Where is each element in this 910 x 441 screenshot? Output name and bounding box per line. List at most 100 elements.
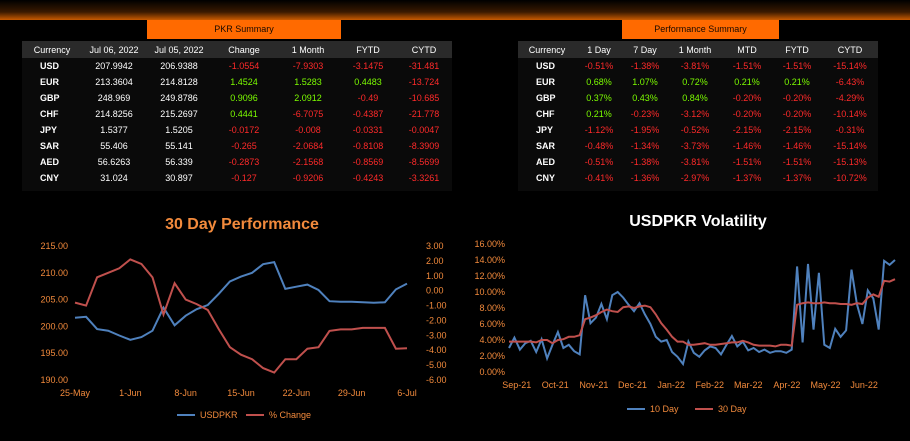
- x-tick-label: Mar-22: [734, 380, 763, 390]
- table-cell: -2.0684: [292, 141, 324, 151]
- y-right-tick-label: -1.00: [426, 301, 447, 311]
- currency-code: CHF: [40, 109, 59, 119]
- table-cell: 249.8786: [160, 93, 198, 103]
- table-cell: 214.8256: [95, 109, 133, 119]
- table-cell: -0.49: [357, 93, 379, 103]
- table-cell: -3.3261: [408, 173, 440, 183]
- table-cell: 0.21%: [784, 77, 810, 87]
- column-header: FYTD: [356, 44, 380, 55]
- table-row: USD 207.9942 206.9388 -1.0554 -7.9303 -3.1475…: [22, 58, 452, 74]
- table-cell: -0.51%: [584, 157, 614, 167]
- table-cell: -6.43%: [835, 77, 865, 87]
- y-tick-label: 10.00%: [474, 287, 505, 297]
- y-left-tick-label: 195.00: [40, 348, 68, 358]
- table-cell: -1.51%: [782, 157, 812, 167]
- currency-code: SAR: [40, 141, 60, 151]
- table-cell: -0.9206: [292, 173, 324, 183]
- performance-summary-panel: Currency 1 Day 7 Day 1 Month MTD FYTD CYTD USD…: [518, 41, 878, 191]
- x-tick-label: Sep-21: [502, 380, 531, 390]
- table-cell: -10.72%: [833, 173, 867, 183]
- table-cell: -2.97%: [680, 173, 710, 183]
- column-header: Jul 05, 2022: [154, 44, 204, 55]
- table-row: CHF 0.21% -0.23% -3.12% -0.20% -0.20% -10.14%: [518, 106, 878, 122]
- x-tick-label: 22-Jun: [283, 388, 311, 398]
- table-cell: 2.0912: [294, 93, 322, 103]
- table-cell: 0.72%: [682, 77, 708, 87]
- table-cell: -0.20%: [782, 93, 812, 103]
- legend-label: 30 Day: [718, 404, 747, 414]
- table-cell: 0.4483: [354, 77, 382, 87]
- table-cell: -2.1568: [292, 157, 324, 167]
- table-cell: -15.13%: [833, 157, 867, 167]
- y-left-tick-label: 205.00: [40, 295, 68, 305]
- performance-summary-title: Performance Summary: [622, 20, 779, 39]
- table-cell: 56.339: [165, 157, 193, 167]
- pkr-summary-title: PKR Summary: [147, 20, 341, 39]
- column-header: CYTD: [411, 44, 437, 55]
- y-right-tick-label: -4.00: [426, 345, 447, 355]
- column-header: Currency: [33, 44, 71, 55]
- table-cell: -0.20%: [732, 93, 762, 103]
- table-cell: -3.81%: [680, 61, 710, 71]
- usdpkr-volatility-chart: USDPKR Volatility 0.00% 2.00% 4.00% 6.00% 8.0…: [474, 213, 896, 414]
- table-cell: -1.51%: [782, 61, 812, 71]
- currency-code: CNY: [536, 173, 556, 183]
- table-cell: -1.38%: [630, 61, 660, 71]
- pkr-summary-panel: Currency Jul 06, 2022 Jul 05, 2022 Change 1 …: [22, 41, 452, 191]
- table-cell: -1.34%: [630, 141, 660, 151]
- x-tick-label: 15-Jun: [227, 388, 255, 398]
- table-cell: -10.685: [408, 93, 440, 103]
- table-cell: -0.20%: [732, 109, 762, 119]
- x-tick-label: May-22: [811, 380, 841, 390]
- y-right-tick-label: -6.00: [426, 375, 447, 385]
- table-cell: -0.52%: [680, 125, 710, 135]
- table-cell: 1.5377: [100, 125, 128, 135]
- column-header: Change: [228, 44, 260, 55]
- column-header: MTD: [737, 44, 757, 55]
- column-header: Jul 06, 2022: [89, 44, 139, 55]
- table-row: EUR 213.3604 214.8128 1.4524 1.5283 0.4483 -13…: [22, 74, 452, 90]
- x-tick-label: Feb-22: [695, 380, 724, 390]
- table-cell: -8.5699: [408, 157, 440, 167]
- currency-code: JPY: [536, 125, 554, 135]
- legend-label: 10 Day: [650, 404, 679, 414]
- table-cell: 1.07%: [632, 77, 658, 87]
- currency-code: AED: [40, 157, 60, 167]
- table-cell: 0.4441: [230, 109, 258, 119]
- x-tick-label: Apr-22: [773, 380, 800, 390]
- y-right-tick-label: -5.00: [426, 360, 447, 370]
- y-right-tick-label: -2.00: [426, 315, 447, 325]
- chart-title: USDPKR Volatility: [629, 213, 767, 230]
- currency-code: SAR: [536, 141, 556, 151]
- table-cell: -0.2873: [228, 157, 260, 167]
- y-tick-label: 2.00%: [479, 351, 505, 361]
- series-line-thirty-day: [509, 278, 896, 348]
- table-cell: 0.21%: [734, 77, 760, 87]
- table-cell: -13.724: [408, 77, 440, 87]
- table-cell: -10.14%: [833, 109, 867, 119]
- x-tick-label: 8-Jun: [174, 388, 197, 398]
- table-row: GBP 0.37% 0.43% 0.84% -0.20% -0.20% -4.29%: [518, 90, 878, 106]
- column-header: CYTD: [837, 44, 863, 55]
- table-cell: -31.481: [408, 61, 440, 71]
- table-cell: -1.37%: [732, 173, 762, 183]
- table-cell: -0.0331: [352, 125, 384, 135]
- table-row: SAR 55.406 55.141 -0.265 -2.0684 -0.8108 -8.39…: [22, 138, 452, 154]
- y-tick-label: 12.00%: [474, 271, 505, 281]
- column-header: 1 Month: [291, 44, 325, 55]
- table-row: AED 56.6263 56.339 -0.2873 -2.1568 -0.8569 -8.…: [22, 154, 452, 170]
- table-row: JPY -1.12% -1.95% -0.52% -2.15% -2.15% -0.31%: [518, 122, 878, 138]
- column-header: 1 Day: [587, 44, 611, 55]
- table-cell: 0.9096: [230, 93, 258, 103]
- series-line-ten-day: [508, 258, 896, 367]
- table-cell: -1.0554: [228, 61, 260, 71]
- y-left-tick-label: 215.00: [40, 241, 68, 251]
- table-cell: 55.406: [100, 141, 128, 151]
- table-cell: -0.127: [231, 173, 257, 183]
- table-cell: -0.41%: [584, 173, 614, 183]
- currency-code: AED: [536, 157, 556, 167]
- table-cell: 0.68%: [586, 77, 612, 87]
- table-cell: -0.23%: [630, 109, 660, 119]
- thirty-day-performance-chart: 30 Day Performance 190.00 195.00 200.00 205.…: [40, 216, 447, 420]
- x-tick-label: 6-Jul: [397, 388, 417, 398]
